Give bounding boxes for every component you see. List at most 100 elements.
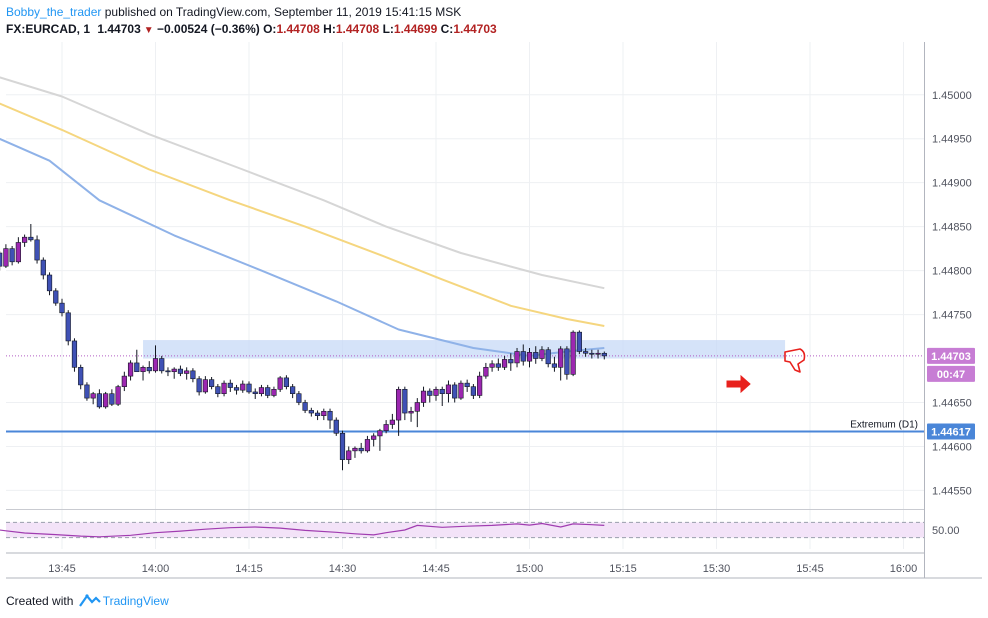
candle-body — [121, 375, 127, 387]
publication-line: Bobby_the_trader published on TradingVie… — [6, 5, 461, 19]
support-price-label: 1.44617 — [931, 427, 971, 439]
candle-body — [576, 331, 582, 352]
candle-body — [283, 377, 290, 387]
candle-body — [595, 352, 601, 355]
candle-body — [3, 248, 9, 267]
candle-body — [0, 252, 3, 267]
candle-body — [395, 389, 402, 421]
candle-body — [271, 389, 277, 396]
candle-body — [240, 383, 246, 391]
moving-average-gray — [0, 76, 605, 290]
created-with-text: Created with — [6, 594, 74, 608]
thumbs-down-icon — [784, 348, 806, 373]
candle-body — [227, 382, 233, 388]
price-change: −0.00524 (−0.36%) — [157, 22, 260, 36]
candle-body — [252, 391, 258, 394]
candle-body — [290, 386, 296, 394]
open-label: O: — [263, 22, 277, 36]
y-tick-label: 1.44950 — [932, 134, 972, 146]
candle-body — [140, 367, 146, 373]
candle-body — [202, 379, 208, 393]
candle-body — [84, 384, 90, 399]
rsi-band — [6, 522, 924, 538]
high-value: 1.44708 — [335, 22, 380, 36]
candle-body — [539, 349, 545, 359]
extremum-label: Extremum (D1) — [850, 420, 918, 431]
y-tick-label: 1.44650 — [932, 397, 972, 409]
candle-body — [165, 370, 171, 373]
candle-body — [420, 390, 427, 403]
x-tick-label: 14:45 — [422, 563, 450, 575]
candle-body — [533, 352, 539, 359]
candle-body — [314, 412, 321, 416]
current-price-badge — [927, 347, 975, 364]
candle-body — [171, 368, 177, 373]
candle-body — [321, 410, 327, 416]
candle-body — [90, 393, 96, 399]
x-tick-label: 15:45 — [796, 563, 824, 575]
tradingview-brand[interactable]: TradingView — [102, 594, 169, 608]
candle-body — [333, 419, 339, 434]
candle-body — [177, 368, 184, 374]
candle-body — [152, 358, 159, 372]
tradingview-logo-icon — [78, 594, 101, 607]
candle-body — [464, 382, 470, 387]
y-tick-label: 1.44800 — [932, 266, 972, 278]
candle-body — [21, 236, 28, 243]
open-value: 1.44708 — [276, 22, 320, 36]
support-zone — [143, 340, 786, 359]
candle-body — [520, 351, 526, 362]
rsi-line — [0, 522, 605, 538]
moving-average-yellow — [0, 102, 605, 327]
candle-body — [489, 363, 495, 368]
countdown-badge — [927, 365, 975, 382]
x-tick-label: 15:15 — [609, 563, 637, 575]
symbol-legend: FX:EURCAD, 1 1.44703 ▼ −0.00524 (−0.36%) … — [6, 22, 497, 36]
y-tick-label: 1.45000 — [932, 90, 972, 102]
candle-body — [589, 352, 595, 355]
candle-body — [414, 402, 420, 412]
candle-body — [564, 348, 570, 375]
candle-body — [346, 450, 352, 460]
candle-body — [377, 430, 383, 437]
x-tick-label: 15:00 — [516, 563, 544, 575]
candle-body — [582, 351, 589, 354]
candle-body — [302, 402, 308, 411]
author-link[interactable]: Bobby_the_trader — [6, 5, 102, 19]
close-label: C: — [440, 22, 454, 36]
candle-body — [277, 377, 283, 390]
candle-body — [501, 359, 508, 368]
x-tick-label: 15:30 — [703, 563, 731, 575]
x-tick-label: 14:15 — [235, 563, 263, 575]
countdown-label: 00:47 — [937, 369, 965, 381]
candle-body — [558, 348, 564, 368]
candle-body — [258, 387, 265, 394]
candle-body — [46, 274, 53, 292]
footer: Created with TradingView — [6, 593, 169, 608]
candle-body — [78, 367, 84, 386]
candle-body — [327, 410, 333, 421]
candle-body — [389, 419, 395, 425]
last-price: 1.44703 — [97, 22, 141, 36]
y-tick-label: 1.44550 — [932, 485, 972, 497]
high-label: H: — [323, 22, 336, 36]
candle-body — [483, 367, 489, 377]
candle-body — [570, 331, 576, 375]
candle-body — [601, 352, 607, 357]
candle-body — [134, 362, 140, 373]
y-tick-label: 1.44900 — [932, 178, 972, 190]
candle-body — [184, 370, 190, 374]
candle-body — [402, 389, 408, 414]
candle-body — [477, 375, 483, 396]
candle-body — [109, 393, 115, 405]
candle-body — [221, 382, 227, 394]
current-price-label: 1.44703 — [931, 351, 971, 363]
candle-body — [495, 363, 501, 368]
x-tick-label: 13:45 — [48, 563, 76, 575]
x-tick-label: 16:00 — [890, 563, 918, 575]
candle-body — [15, 242, 21, 263]
candle-body — [40, 259, 46, 276]
candle-body — [427, 390, 433, 396]
candle-body — [352, 447, 358, 452]
